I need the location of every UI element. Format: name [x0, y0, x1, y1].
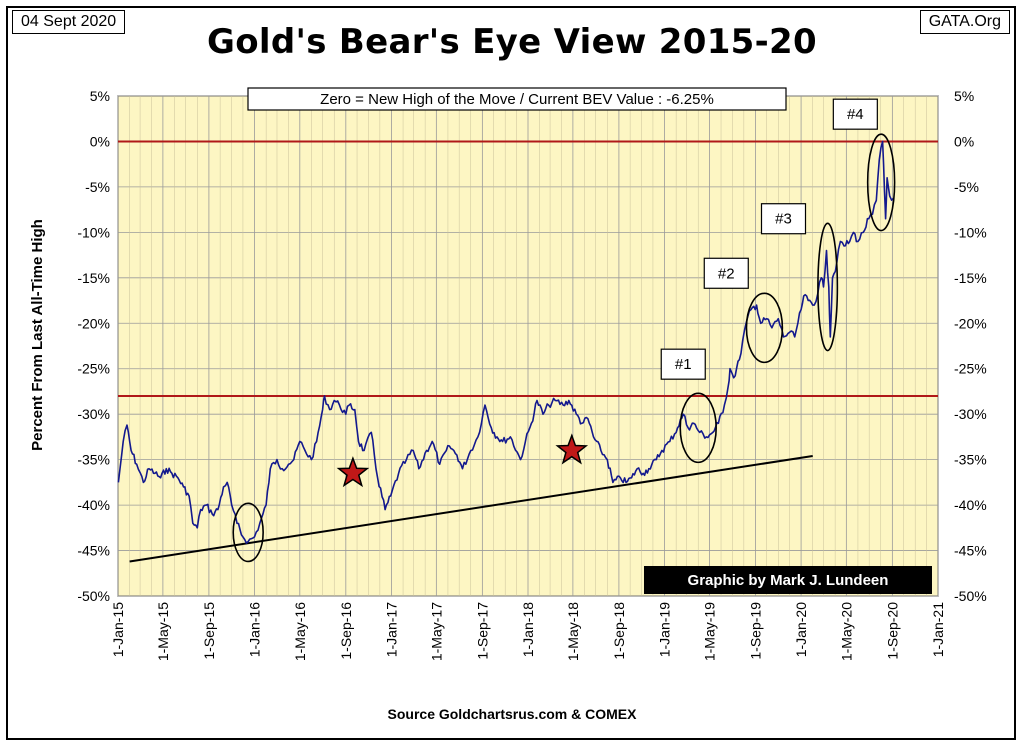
reference-lines [118, 140, 938, 397]
y-tick-label-right: -15% [954, 270, 987, 286]
y-axis-right: 5% 0% -5% -10% -15% -20% -25% -30% -35% -40% -45% -… [954, 88, 987, 604]
x-tick-label: 1-May-15 [155, 602, 171, 661]
y-tick-label-right: -40% [954, 497, 987, 513]
annotation-circle [817, 222, 839, 352]
annotation-circle [679, 392, 717, 464]
y-tick-label: 0% [90, 133, 110, 149]
x-axis: 1-Jan-15 1-May-15 1-Sep-15 1-Jan-16 1-May-16… [110, 602, 946, 661]
x-tick-label: 1-May-17 [428, 602, 444, 661]
y-tick-label-right: 5% [954, 88, 974, 104]
x-tick-label: 1-Jan-16 [247, 602, 263, 657]
x-tick-label: 1-Jan-19 [657, 602, 673, 657]
chart-title: Gold's Bear's Eye View 2015-20 [207, 22, 817, 62]
y-axis-title: Percent From Last All-Time High [29, 219, 46, 451]
y-tick-label-right: -50% [954, 588, 987, 604]
x-tick-label: 1-May-18 [565, 602, 581, 661]
label-box [760, 203, 807, 235]
x-tick-label: 1-May-19 [701, 602, 717, 661]
y-tick-label-right: -5% [954, 179, 979, 195]
label-text: #4 [847, 106, 864, 123]
y-tick-label: -5% [85, 179, 110, 195]
y-tick-label-right: -20% [954, 315, 987, 331]
y-tick-label-right: -35% [954, 452, 987, 468]
source-text: Source Goldchartsrus.com & COMEX [388, 706, 638, 722]
y-tick-label-right: -30% [954, 406, 987, 422]
x-tick-label: 1-May-16 [292, 602, 308, 661]
y-tick-label: -25% [77, 361, 110, 377]
label-text: #1 [675, 356, 692, 373]
x-tick-label: 1-Sep-20 [884, 602, 900, 660]
y-tick-label: 5% [90, 88, 110, 104]
grid-lines [117, 95, 939, 597]
star-marker [336, 456, 370, 488]
label-box [832, 98, 878, 130]
credit-text: Graphic by Mark J. Lundeen [688, 572, 889, 589]
x-tick-label: 1-May-20 [838, 602, 854, 661]
credit-box: Graphic by Mark J. Lundeen [644, 566, 932, 594]
y-tick-label-right: -45% [954, 543, 987, 559]
y-tick-label: -10% [77, 224, 110, 240]
x-tick-label: 1-Jan-20 [793, 602, 809, 657]
annotation-circle [232, 502, 264, 563]
label-box [703, 257, 749, 289]
x-tick-label: 1-Sep-15 [201, 602, 217, 660]
star-marker [555, 433, 589, 465]
label-text: #2 [718, 265, 735, 282]
series-line [117, 140, 895, 544]
y-tick-label-right: 0% [954, 133, 974, 149]
x-tick-label: 1-Jan-15 [110, 602, 126, 657]
y-tick-label-right: -25% [954, 361, 987, 377]
x-tick-label: 1-Sep-19 [747, 602, 763, 660]
label-box [660, 348, 706, 380]
annotation-circles [232, 133, 896, 563]
y-tick-label: -45% [77, 543, 110, 559]
y-axis-left: 5% 0% -5% -10% -15% -20% -25% -30% -35% -40% -45% -… [77, 88, 110, 604]
date-label: 04 Sept 2020 [12, 10, 126, 34]
y-tick-label: -15% [77, 270, 110, 286]
y-tick-label: -20% [77, 315, 110, 331]
y-tick-label: -35% [77, 452, 110, 468]
annotation-labels: #1 #2 #3 #4 [660, 98, 878, 380]
label-text: #3 [775, 211, 792, 228]
x-tick-label: 1-Jan-21 [930, 602, 946, 657]
x-tick-label: 1-Jan-18 [520, 602, 536, 657]
info-box-text: Zero = New High of the Move / Current BE… [320, 91, 714, 108]
trend-line [129, 455, 813, 563]
x-tick-label: 1-Sep-17 [474, 602, 490, 660]
x-tick-label: 1-Sep-18 [611, 602, 627, 660]
y-tick-label: -50% [77, 588, 110, 604]
x-tick-label: 1-Jan-17 [383, 602, 399, 657]
annotation-stars [336, 433, 589, 488]
x-tick-label: 1-Sep-16 [338, 602, 354, 660]
info-box: Zero = New High of the Move / Current BE… [247, 87, 787, 111]
annotation-circle [745, 292, 784, 364]
annotation-circle [866, 133, 896, 232]
brand-label: GATA.Org [919, 10, 1010, 34]
y-tick-label: -40% [77, 497, 110, 513]
y-tick-label: -30% [77, 406, 110, 422]
y-tick-label-right: -10% [954, 224, 987, 240]
